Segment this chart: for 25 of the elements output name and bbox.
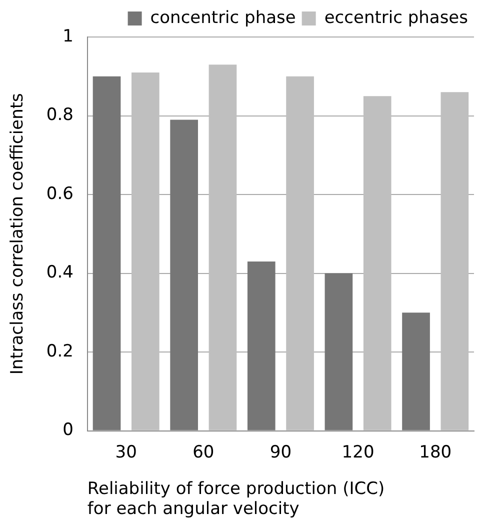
y-tick-label: 0.4: [46, 262, 74, 283]
y-tick-label: 0.2: [46, 341, 74, 362]
y-axis-title: Intraclass correlation coefficients: [8, 92, 28, 375]
bar: [247, 261, 276, 430]
x-tick-label: 120: [342, 442, 374, 462]
y-tick-label: 0.8: [46, 105, 74, 126]
bar: [440, 92, 469, 430]
x-axis-title: Reliability of force production (ICC) for each angular velocity: [87, 478, 385, 520]
bar: [363, 96, 392, 430]
legend-label: concentric phase: [150, 8, 296, 28]
bar: [208, 64, 237, 430]
x-tick-label: 60: [192, 442, 214, 462]
x-tick-label: 180: [419, 442, 452, 462]
bar: [286, 76, 314, 430]
bar: [170, 120, 198, 430]
y-tick-label: 0: [62, 420, 74, 440]
y-tick-label: 0.6: [46, 184, 74, 204]
bar: [402, 312, 430, 430]
legend-label: eccentric phases: [324, 8, 468, 28]
x-tick-label: 90: [270, 442, 292, 462]
bar: [132, 72, 160, 430]
x-tick-label: 30: [115, 442, 137, 462]
y-tick-label: 1: [62, 26, 74, 46]
bar: [92, 76, 121, 430]
bar: [324, 273, 353, 430]
